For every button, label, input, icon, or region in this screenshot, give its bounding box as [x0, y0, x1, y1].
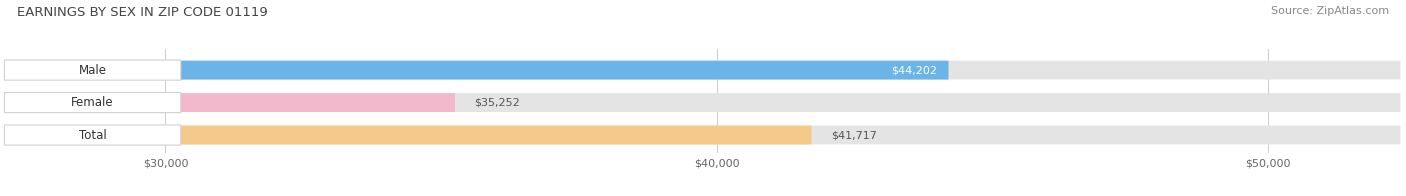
Text: $44,202: $44,202 [891, 65, 938, 75]
Text: Source: ZipAtlas.com: Source: ZipAtlas.com [1271, 6, 1389, 16]
Text: $41,717: $41,717 [831, 130, 876, 140]
FancyBboxPatch shape [4, 93, 181, 113]
FancyBboxPatch shape [4, 60, 181, 80]
Text: EARNINGS BY SEX IN ZIP CODE 01119: EARNINGS BY SEX IN ZIP CODE 01119 [17, 6, 267, 19]
FancyBboxPatch shape [6, 126, 1400, 144]
Text: $35,252: $35,252 [474, 98, 520, 108]
FancyBboxPatch shape [4, 125, 181, 145]
Text: Female: Female [72, 96, 114, 109]
FancyBboxPatch shape [6, 93, 456, 112]
Text: Total: Total [79, 129, 107, 142]
FancyBboxPatch shape [6, 61, 1400, 80]
Text: Male: Male [79, 64, 107, 77]
FancyBboxPatch shape [6, 93, 1400, 112]
FancyBboxPatch shape [6, 126, 811, 144]
FancyBboxPatch shape [6, 61, 949, 80]
